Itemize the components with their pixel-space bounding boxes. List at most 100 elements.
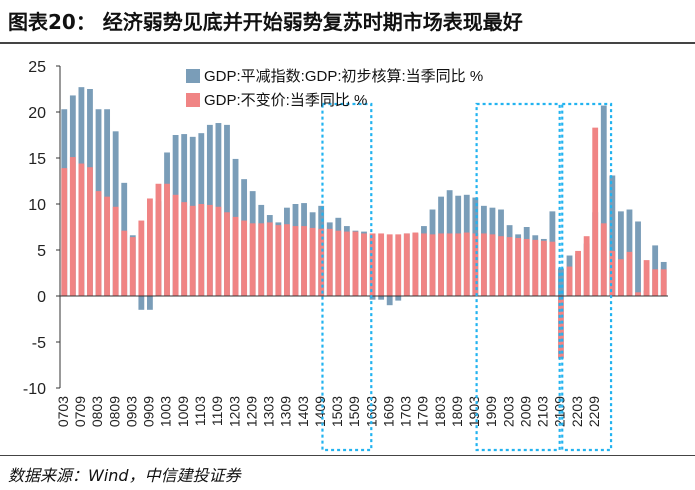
x-tick-label: 0803 bbox=[89, 396, 105, 427]
real-gdp-bar bbox=[112, 206, 119, 296]
real-gdp-bar bbox=[206, 204, 213, 296]
x-tick-label: 1509 bbox=[346, 396, 362, 427]
real-gdp-bar bbox=[386, 234, 393, 296]
y-tick-label: -10 bbox=[23, 381, 46, 398]
real-gdp-bar bbox=[258, 223, 265, 296]
x-tick-label: 1909 bbox=[483, 396, 499, 427]
legend-label: GDP:平减指数:GDP:初步核算:当季同比 % bbox=[204, 67, 483, 85]
real-gdp-bar bbox=[78, 163, 85, 296]
x-tick-label: 1503 bbox=[329, 396, 345, 427]
real-gdp-bar bbox=[403, 233, 410, 296]
title-underline bbox=[0, 42, 695, 44]
x-tick-label: 1409 bbox=[312, 396, 328, 427]
x-tick-label: 1009 bbox=[175, 396, 191, 427]
x-tick-label: 0703 bbox=[55, 396, 71, 427]
real-gdp-bar bbox=[224, 212, 230, 296]
deflator-bar bbox=[395, 296, 402, 301]
x-tick-label: 1609 bbox=[380, 396, 396, 427]
highlight-period-box bbox=[475, 102, 561, 452]
real-gdp-bar bbox=[558, 296, 564, 359]
real-gdp-bar bbox=[498, 236, 504, 296]
real-gdp-bar bbox=[652, 269, 659, 296]
highlight-period-box bbox=[561, 102, 613, 452]
real-gdp-bar bbox=[395, 234, 402, 296]
real-gdp-bar bbox=[540, 240, 547, 296]
x-tick-label: 0903 bbox=[123, 396, 139, 427]
source-note: 数据来源：Wind，中信建投证券 bbox=[8, 466, 241, 485]
real-gdp-bar bbox=[129, 237, 136, 296]
real-gdp-bar bbox=[643, 260, 650, 296]
real-gdp-bar bbox=[69, 157, 76, 296]
real-gdp-bar bbox=[147, 198, 153, 296]
real-gdp-bar bbox=[506, 237, 513, 296]
real-gdp-bar bbox=[241, 220, 248, 296]
y-tick-label: 25 bbox=[28, 59, 46, 76]
x-tick-label: 1303 bbox=[261, 396, 277, 427]
real-gdp-bar bbox=[215, 206, 222, 296]
y-tick-label: 10 bbox=[28, 197, 46, 214]
real-gdp-bar bbox=[600, 223, 607, 296]
real-gdp-bar bbox=[249, 223, 256, 296]
real-gdp-bar bbox=[489, 234, 496, 296]
deflator-bar bbox=[558, 268, 564, 296]
real-gdp-bar bbox=[361, 233, 367, 296]
real-gdp-bar bbox=[438, 233, 444, 296]
deflator-bar bbox=[600, 105, 607, 296]
deflator-bar bbox=[138, 296, 145, 310]
real-gdp-bar bbox=[301, 226, 307, 296]
real-gdp-bar bbox=[95, 191, 102, 296]
y-tick-label: -5 bbox=[32, 335, 46, 352]
real-gdp-bar bbox=[181, 202, 188, 296]
real-gdp-bar bbox=[104, 196, 111, 296]
real-gdp-bar bbox=[463, 232, 470, 296]
chart-title: 图表20： 经济弱势见底并开始弱势复苏时期市场表现最好 bbox=[8, 10, 523, 34]
real-gdp-bar bbox=[575, 250, 581, 296]
x-tick-label: 2003 bbox=[500, 396, 516, 427]
real-gdp-bar bbox=[284, 224, 290, 296]
real-gdp-bar bbox=[378, 233, 385, 296]
real-gdp-bar bbox=[421, 233, 427, 296]
real-gdp-bar bbox=[343, 231, 350, 296]
x-tick-label: 2103 bbox=[535, 396, 551, 427]
real-gdp-bar bbox=[335, 230, 342, 296]
real-gdp-bar bbox=[369, 233, 376, 296]
x-tick-label: 1809 bbox=[449, 396, 465, 427]
x-tick-label: 0909 bbox=[141, 396, 157, 427]
y-tick-label: 15 bbox=[28, 151, 46, 168]
x-tick-label: 0709 bbox=[72, 396, 88, 427]
real-gdp-bar bbox=[446, 233, 453, 296]
real-gdp-bar bbox=[609, 250, 616, 296]
real-gdp-bar bbox=[61, 168, 68, 296]
deflator-bar bbox=[635, 221, 641, 296]
x-tick-label: 1209 bbox=[243, 396, 259, 427]
x-tick-label: 1703 bbox=[398, 396, 414, 427]
deflator-bar bbox=[609, 175, 616, 296]
real-gdp-bar bbox=[164, 183, 170, 296]
x-tick-label: 1203 bbox=[226, 396, 242, 427]
real-gdp-bar bbox=[121, 230, 128, 296]
real-gdp-bar bbox=[326, 228, 333, 296]
x-tick-label: 1709 bbox=[415, 396, 431, 427]
real-gdp-bar bbox=[617, 259, 624, 296]
real-gdp-bar bbox=[318, 228, 325, 296]
real-gdp-bar bbox=[266, 222, 273, 296]
real-gdp-bar bbox=[352, 231, 359, 296]
real-gdp-bar bbox=[549, 241, 556, 296]
real-gdp-bar bbox=[566, 266, 573, 296]
legend-label: GDP:不变价:当季同比 % bbox=[204, 92, 367, 109]
x-tick-label: 1309 bbox=[278, 396, 294, 427]
real-gdp-bar bbox=[292, 226, 299, 296]
highlight-period-box bbox=[321, 102, 373, 452]
real-gdp-bar bbox=[515, 238, 522, 296]
real-gdp-bar bbox=[523, 238, 530, 296]
real-gdp-bar bbox=[583, 236, 590, 296]
x-tick-label: 1903 bbox=[466, 396, 482, 427]
y-tick-label: 0 bbox=[37, 289, 46, 306]
x-tick-label: 0809 bbox=[106, 396, 122, 427]
real-gdp-bar bbox=[232, 216, 239, 296]
legend-swatch bbox=[186, 69, 200, 83]
real-gdp-bar bbox=[626, 251, 633, 296]
real-gdp-bar bbox=[138, 220, 145, 296]
real-gdp-bar bbox=[198, 204, 205, 296]
